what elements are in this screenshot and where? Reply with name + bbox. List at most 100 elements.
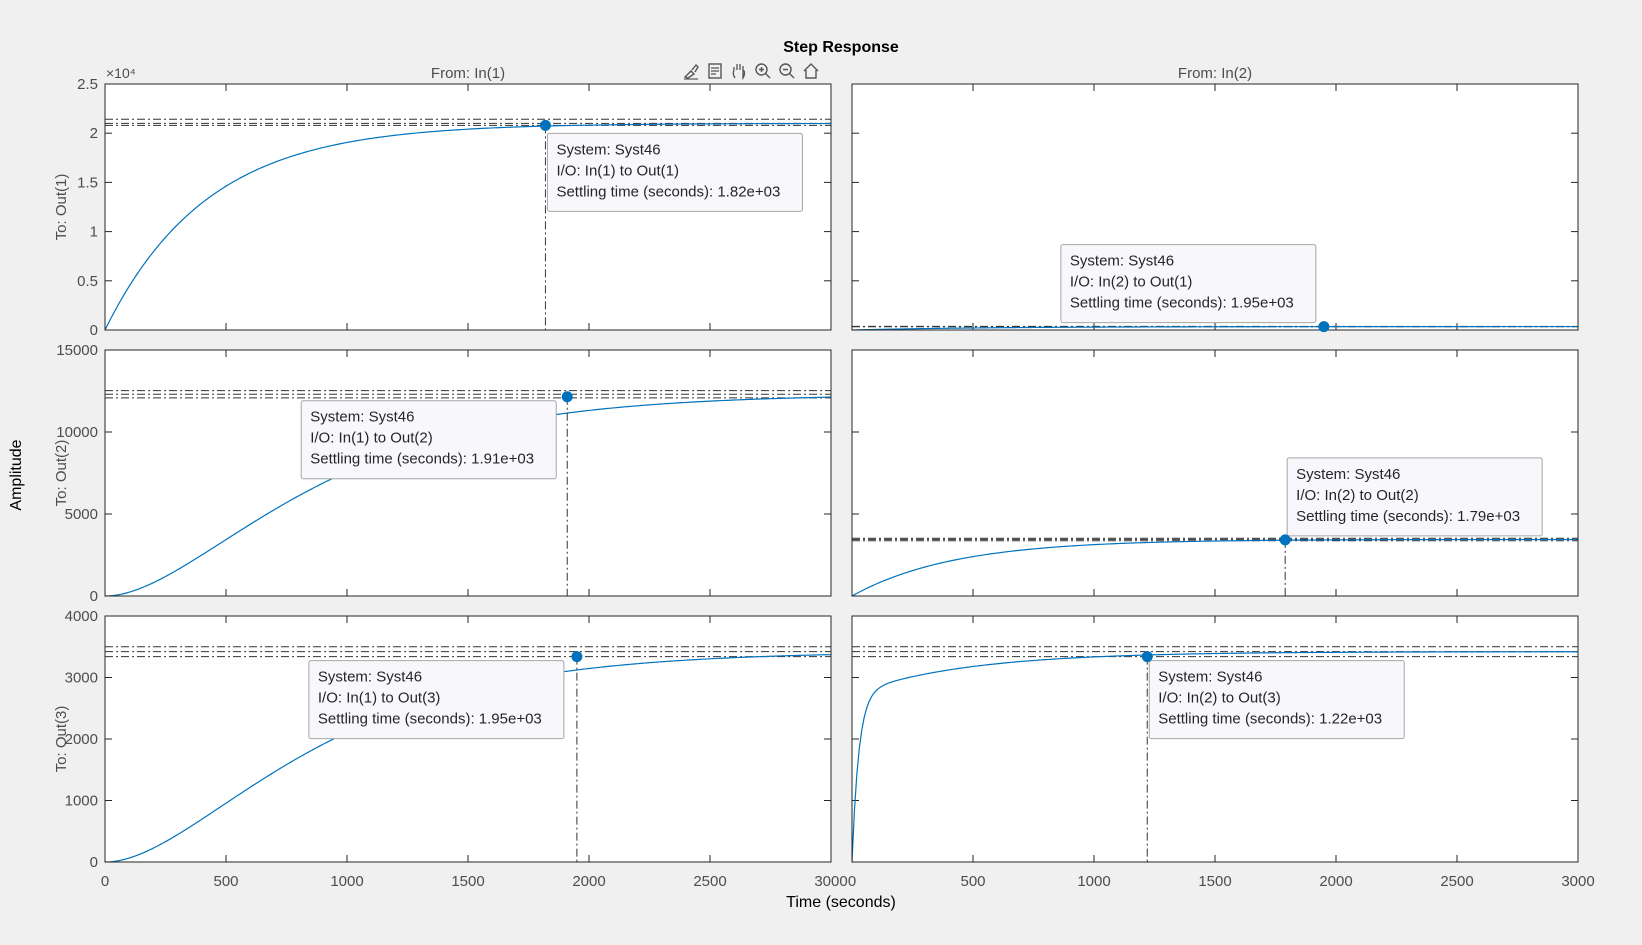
panel-out2-in1: 0 5000 10000 15000 System: Syst46 I/O: In(1) … [56, 342, 832, 605]
y-tick-label: 1 [90, 224, 98, 241]
data-tip-io: I/O: In(1) to Out(3) [318, 690, 441, 707]
datatip-button[interactable] [704, 60, 726, 82]
x-tick-label: 2500 [693, 873, 726, 890]
y-tick-label: 2.5 [77, 76, 98, 93]
brush-icon [683, 63, 699, 80]
settling-point-marker [539, 119, 551, 131]
data-tip-system: System: Syst46 [310, 409, 414, 426]
data-tip-io: I/O: In(2) to Out(1) [1070, 274, 1193, 291]
zoom-out-button[interactable] [776, 60, 798, 82]
settling-point-marker [1141, 651, 1153, 663]
y-tick-label: 10000 [56, 424, 98, 441]
zoom-out-icon [779, 63, 795, 79]
datatip-icon [708, 63, 722, 79]
step-response-line [851, 325, 1578, 331]
panel-out1-in2: System: Syst46 I/O: In(2) to Out(1) Settli… [851, 83, 1579, 333]
zoom-in-icon [755, 63, 771, 79]
y-tick-label: 2000 [65, 731, 98, 748]
y-tick-label: 15000 [56, 342, 98, 359]
axes-border [851, 615, 1579, 863]
data-tip: System: Syst46 I/O: In(2) to Out(1) Settli… [1060, 244, 1317, 324]
input-label: From: In(1) [431, 65, 505, 82]
settling-point-marker [561, 391, 573, 403]
data-tip-box [300, 400, 557, 480]
data-tip-settling-time: Settling time (seconds): 1.95e+03 [318, 711, 542, 728]
x-tick-label: 1500 [1198, 873, 1231, 890]
pan-hand-button[interactable] [728, 60, 750, 82]
x-tick-label: 2000 [572, 873, 605, 890]
data-tip-settling-time: Settling time (seconds): 1.95e+03 [1070, 295, 1294, 312]
output-label: To: Out(3) [53, 706, 70, 773]
home-icon [803, 63, 819, 79]
output-label: To: Out(1) [53, 174, 70, 241]
data-tip-io: I/O: In(1) to Out(2) [310, 430, 433, 447]
y-tick-label: 2 [90, 125, 98, 142]
panel-out2-in2: System: Syst46 I/O: In(2) to Out(2) Settli… [851, 349, 1579, 597]
output-label: To: Out(2) [53, 440, 70, 507]
panels-group: 0 0.5 1 1.5 2 2.5 System: Syst46 I/O: In(1) to … [53, 65, 1595, 890]
y-tick-label: 3000 [65, 670, 98, 687]
settling-point-marker [1318, 321, 1330, 333]
y-axis-label: Amplitude [8, 439, 25, 510]
panel-out3-in1: 0 1000 2000 3000 4000 0 500 1000 1500 2000 2500 300… [65, 608, 848, 890]
data-tip-settling-time: Settling time (seconds): 1.91e+03 [310, 451, 534, 468]
y-tick-label: 5000 [65, 506, 98, 523]
data-tip-system: System: Syst46 [556, 141, 660, 158]
data-tip-box [546, 132, 803, 212]
x-tick-label: 2500 [1440, 873, 1473, 890]
chart-title: Step Response [783, 39, 899, 56]
panel-out3-in2: 0 500 1000 1500 2000 2500 3000 System: Syst46 I/… [848, 615, 1595, 890]
brush-button[interactable] [680, 60, 702, 82]
y-tick-label: 0.5 [77, 273, 98, 290]
step-response-line [104, 122, 832, 331]
x-tick-label: 1000 [330, 873, 363, 890]
y-tick-label: 0 [90, 854, 98, 871]
pan-hand-icon [732, 64, 746, 81]
x-tick-label: 1500 [451, 873, 484, 890]
zoom-in-button[interactable] [752, 60, 774, 82]
data-tip: System: Syst46 I/O: In(2) to Out(3) Settli… [1148, 660, 1405, 740]
data-tip: System: Syst46 I/O: In(1) to Out(2) Settli… [300, 400, 557, 480]
x-tick-label: 2000 [1319, 873, 1352, 890]
axes-border [104, 83, 832, 331]
y-tick-label: 1.5 [77, 174, 98, 191]
x-tick-label: 0 [848, 873, 856, 890]
y-tick-label: 0 [90, 588, 98, 605]
y-tick-label: 4000 [65, 608, 98, 625]
axes-border [104, 349, 832, 597]
data-tip-io: I/O: In(2) to Out(3) [1158, 690, 1281, 707]
data-tip-system: System: Syst46 [1070, 253, 1174, 270]
y-tick-label: 1000 [65, 793, 98, 810]
x-tick-label: 0 [101, 873, 109, 890]
data-tip-system: System: Syst46 [318, 669, 422, 686]
data-tip-box [1286, 457, 1543, 537]
input-label: From: In(2) [1178, 65, 1252, 82]
settling-point-marker [1279, 534, 1291, 546]
panel-out1-in1: 0 0.5 1 1.5 2 2.5 System: Syst46 I/O: In(1) to … [77, 76, 832, 339]
data-tip: System: Syst46 I/O: In(1) to Out(3) Settli… [308, 660, 565, 740]
x-tick-label: 3000 [1561, 873, 1594, 890]
home-button[interactable] [800, 60, 822, 82]
y-tick-label: 0 [90, 322, 98, 339]
x-tick-label: 500 [960, 873, 985, 890]
axes-toolbar [680, 60, 822, 82]
axes-border [851, 83, 1579, 331]
x-tick-label: 500 [213, 873, 238, 890]
x-tick-label: 3000 [814, 873, 847, 890]
axes-border [851, 349, 1579, 597]
data-tip-io: I/O: In(2) to Out(2) [1296, 487, 1419, 504]
settling-point-marker [571, 651, 583, 663]
data-tip: System: Syst46 I/O: In(2) to Out(2) Settli… [1286, 457, 1543, 537]
step-response-line [851, 538, 1579, 597]
data-tip-system: System: Syst46 [1158, 669, 1262, 686]
axes-border [104, 615, 832, 863]
data-tip-settling-time: Settling time (seconds): 1.22e+03 [1158, 711, 1382, 728]
y-exponent-label: ×10⁴ [106, 65, 136, 81]
x-tick-label: 1000 [1077, 873, 1110, 890]
data-tip-box [308, 660, 565, 740]
data-tip: System: Syst46 I/O: In(1) to Out(1) Settli… [546, 132, 803, 212]
x-axis-label: Time (seconds) [786, 894, 896, 911]
data-tip-box [1060, 244, 1317, 324]
data-tip-io: I/O: In(1) to Out(1) [556, 162, 679, 179]
